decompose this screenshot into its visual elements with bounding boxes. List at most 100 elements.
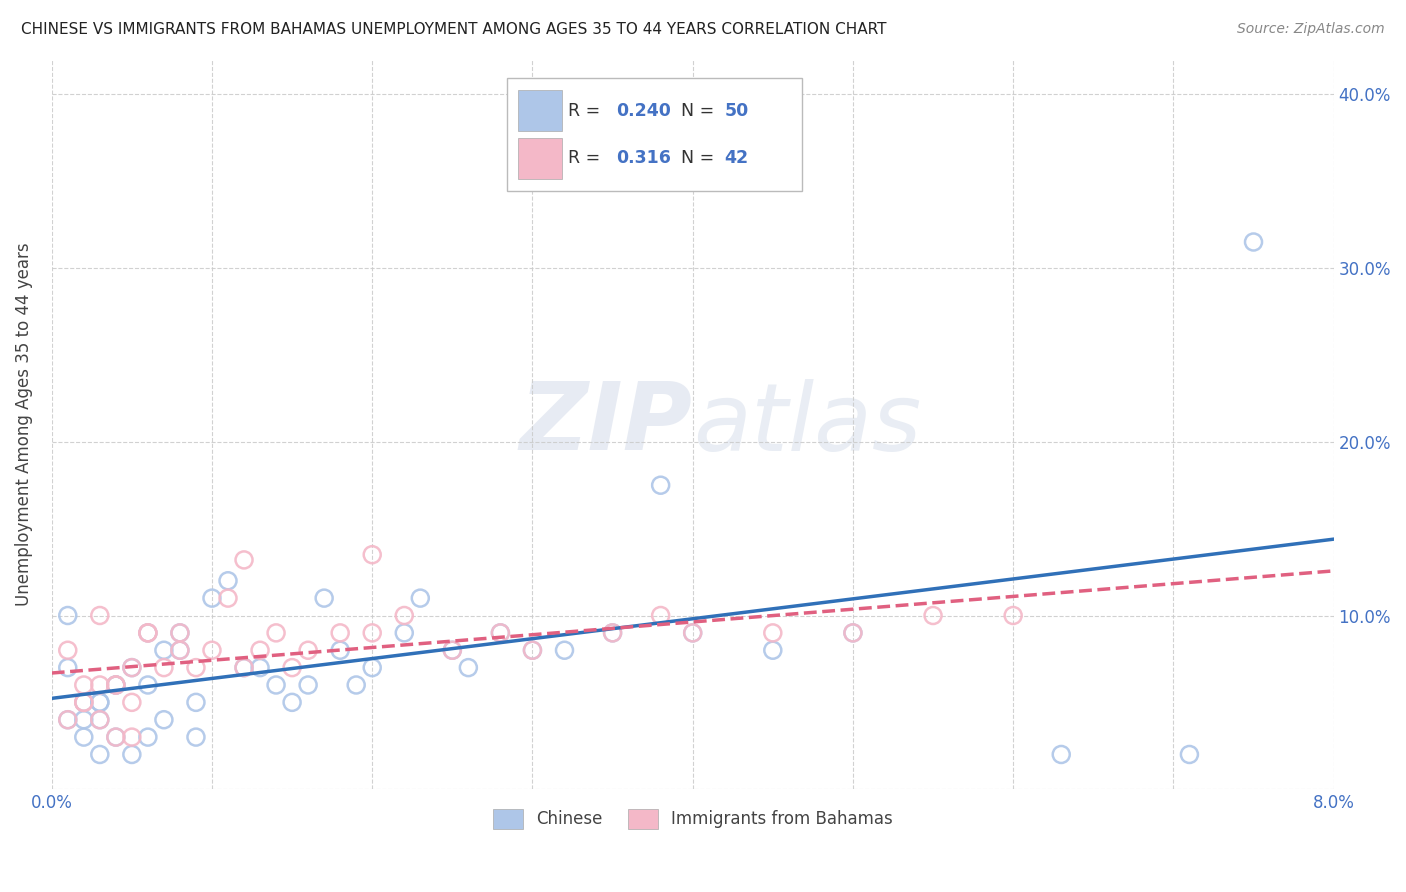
Point xyxy=(217,574,239,588)
Point xyxy=(329,643,352,657)
Point xyxy=(89,747,111,762)
Point xyxy=(136,625,159,640)
Point xyxy=(169,643,191,657)
Point xyxy=(297,643,319,657)
Point xyxy=(89,695,111,709)
Point xyxy=(104,730,127,744)
Point xyxy=(264,625,287,640)
Point xyxy=(842,625,865,640)
Point xyxy=(169,643,191,657)
Point xyxy=(1050,747,1073,762)
Point xyxy=(233,660,256,674)
Point xyxy=(121,660,143,674)
Text: ZIP: ZIP xyxy=(520,378,693,470)
Point xyxy=(1002,608,1025,623)
Point xyxy=(602,625,624,640)
Point xyxy=(249,643,271,657)
Point xyxy=(104,730,127,744)
Point xyxy=(682,625,704,640)
Point xyxy=(56,713,79,727)
Text: R =: R = xyxy=(568,149,612,167)
Point xyxy=(136,625,159,640)
Point xyxy=(553,643,575,657)
Point xyxy=(650,608,672,623)
Point xyxy=(217,591,239,606)
Point xyxy=(762,625,785,640)
Text: 50: 50 xyxy=(724,102,749,120)
Text: Source: ZipAtlas.com: Source: ZipAtlas.com xyxy=(1237,22,1385,37)
Point xyxy=(121,730,143,744)
Point xyxy=(394,608,416,623)
Point xyxy=(89,713,111,727)
Point xyxy=(169,625,191,640)
Point xyxy=(264,678,287,692)
Text: atlas: atlas xyxy=(693,379,921,470)
Point xyxy=(56,660,79,674)
Point xyxy=(762,643,785,657)
Point xyxy=(441,643,464,657)
Point xyxy=(104,678,127,692)
Point xyxy=(1178,747,1201,762)
Point xyxy=(457,660,479,674)
Point xyxy=(489,625,512,640)
Text: 42: 42 xyxy=(724,149,749,167)
Point xyxy=(56,713,79,727)
Point xyxy=(394,625,416,640)
Legend: Chinese, Immigrants from Bahamas: Chinese, Immigrants from Bahamas xyxy=(486,802,900,836)
Point xyxy=(329,625,352,640)
Point xyxy=(361,625,384,640)
Point xyxy=(136,678,159,692)
Text: 0.240: 0.240 xyxy=(616,102,671,120)
Point xyxy=(314,591,336,606)
Point xyxy=(233,660,256,674)
Point xyxy=(153,713,176,727)
Point xyxy=(89,678,111,692)
Point xyxy=(922,608,945,623)
Point xyxy=(184,730,207,744)
Point xyxy=(89,608,111,623)
Point xyxy=(1243,235,1265,249)
Point xyxy=(73,713,96,727)
Point xyxy=(281,695,304,709)
Point xyxy=(441,643,464,657)
Point xyxy=(153,643,176,657)
Point xyxy=(201,591,224,606)
Point xyxy=(169,625,191,640)
Point xyxy=(153,660,176,674)
Point xyxy=(104,678,127,692)
Text: CHINESE VS IMMIGRANTS FROM BAHAMAS UNEMPLOYMENT AMONG AGES 35 TO 44 YEARS CORREL: CHINESE VS IMMIGRANTS FROM BAHAMAS UNEMP… xyxy=(21,22,887,37)
Point xyxy=(602,625,624,640)
Point xyxy=(184,660,207,674)
Point xyxy=(650,478,672,492)
Point xyxy=(56,608,79,623)
Text: N =: N = xyxy=(669,102,720,120)
Point xyxy=(361,548,384,562)
Point xyxy=(522,643,544,657)
Point xyxy=(522,643,544,657)
Point xyxy=(361,660,384,674)
FancyBboxPatch shape xyxy=(519,90,562,131)
Point xyxy=(136,625,159,640)
Point xyxy=(121,747,143,762)
Point xyxy=(489,625,512,640)
Y-axis label: Unemployment Among Ages 35 to 44 years: Unemployment Among Ages 35 to 44 years xyxy=(15,243,32,607)
Point xyxy=(104,678,127,692)
Point xyxy=(409,591,432,606)
Point xyxy=(104,678,127,692)
Point xyxy=(121,695,143,709)
Point xyxy=(56,643,79,657)
Point xyxy=(73,695,96,709)
FancyBboxPatch shape xyxy=(506,78,801,191)
Point xyxy=(281,660,304,674)
Point xyxy=(136,730,159,744)
Point xyxy=(89,713,111,727)
Text: 0.316: 0.316 xyxy=(616,149,671,167)
Point xyxy=(201,643,224,657)
Point xyxy=(233,553,256,567)
Point xyxy=(682,625,704,640)
Point xyxy=(842,625,865,640)
Point xyxy=(89,695,111,709)
Point xyxy=(121,660,143,674)
Point xyxy=(73,730,96,744)
Point xyxy=(249,660,271,674)
